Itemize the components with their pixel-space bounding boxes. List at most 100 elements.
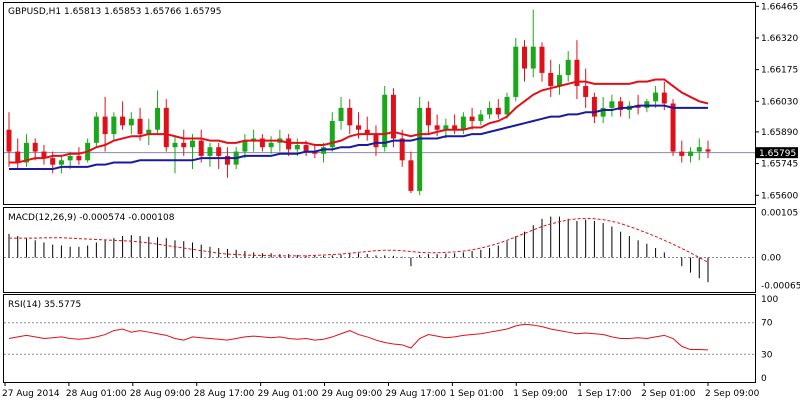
- moving-average-slow: [9, 104, 708, 171]
- candle-bearish: [495, 107, 501, 115]
- candle-bearish: [583, 86, 589, 97]
- candle-bearish: [259, 138, 265, 148]
- candle-bullish: [609, 101, 615, 108]
- candle-bearish: [670, 103, 676, 152]
- candle-bearish: [198, 140, 204, 156]
- candle-bullish: [556, 75, 562, 87]
- macd-tick-label: 0.00: [761, 254, 781, 264]
- candle-bullish: [155, 107, 161, 130]
- candle-bullish: [417, 107, 423, 191]
- macd-panel-title: MACD(12,26,9) -0.000574 -0.000108: [8, 213, 175, 223]
- time-tick-label: 28 Aug 01:00: [66, 389, 127, 399]
- candle-bullish: [600, 107, 606, 117]
- time-tick-label: 29 Aug 17:00: [385, 389, 446, 399]
- time-tick-label: 2 Sep 09:00: [705, 389, 760, 399]
- candle-bearish: [539, 46, 545, 73]
- candle-bearish: [120, 116, 126, 126]
- candle-bearish: [661, 92, 667, 104]
- candle-bullish: [128, 118, 134, 126]
- macd-tick-label: -0.00065: [761, 282, 800, 292]
- candle-bullish: [653, 92, 659, 102]
- macd-tick-label: 0.00105: [761, 208, 798, 218]
- candle-bearish: [6, 129, 12, 152]
- candle-bearish: [705, 149, 711, 152]
- candle-bullish: [504, 96, 510, 115]
- price-panel-title: GBPUSD,H1 1.65813 1.65853 1.65766 1.6579…: [8, 7, 221, 17]
- time-tick-label: 1 Sep 17:00: [577, 389, 632, 399]
- candle-bullish: [443, 125, 449, 130]
- macd-histogram: [8, 216, 709, 283]
- candle-bearish: [303, 145, 309, 152]
- candle-bearish: [548, 72, 554, 87]
- candle-bearish: [635, 105, 641, 108]
- candlesticks: [6, 9, 711, 196]
- candle-bullish: [460, 116, 466, 130]
- candle-bullish: [321, 147, 327, 154]
- candle-bullish: [565, 59, 571, 76]
- current-price-label: 1.65795: [759, 149, 796, 159]
- candle-bearish: [181, 142, 187, 148]
- moving-average-fast: [9, 78, 709, 164]
- time-tick-label: 1 Sep 01:00: [449, 389, 504, 399]
- candle-bearish: [137, 118, 143, 135]
- candle-bearish: [50, 158, 56, 165]
- candle-bearish: [163, 107, 169, 148]
- candle-bullish: [382, 94, 388, 148]
- time-tick-label: 1 Sep 09:00: [513, 389, 568, 399]
- candle-bullish: [189, 140, 195, 148]
- candle-bullish: [329, 120, 335, 148]
- candle-bearish: [434, 125, 440, 130]
- candle-bullish: [146, 129, 152, 135]
- candle-bearish: [224, 155, 230, 165]
- price-tick-label: 1.65745: [761, 160, 798, 170]
- rsi-tick-label: 30: [761, 350, 773, 360]
- candle-bullish: [644, 101, 650, 108]
- candle-bearish: [347, 107, 353, 126]
- candle-bearish: [15, 151, 21, 163]
- candle-bullish: [338, 107, 344, 121]
- time-tick-label: 29 Aug 01:00: [258, 389, 319, 399]
- rsi-path: [8, 323, 709, 351]
- time-tick-label: 28 Aug 09:00: [130, 389, 191, 399]
- price-tick-label: 1.66175: [761, 66, 798, 76]
- candle-bearish: [452, 125, 458, 130]
- candle-bullish: [93, 116, 99, 143]
- price-tick-label: 1.65600: [761, 191, 798, 201]
- candle-bearish: [679, 151, 685, 156]
- candle-bullish: [172, 142, 178, 148]
- current-price-marker: 1.65795: [756, 147, 798, 159]
- macd-signal-path: [9, 217, 709, 263]
- time-tick-label: 28 Aug 17:00: [194, 389, 255, 399]
- candle-bearish: [364, 129, 370, 135]
- price-tick-label: 1.65890: [761, 128, 798, 138]
- candle-bearish: [425, 107, 431, 126]
- candle-bullish: [242, 140, 248, 152]
- candle-bearish: [469, 116, 475, 121]
- candle-bearish: [286, 138, 292, 150]
- candle-bearish: [356, 125, 361, 130]
- candle-bullish: [23, 142, 29, 163]
- candle-bearish: [41, 151, 47, 159]
- rsi-panel-frame: [3, 294, 756, 383]
- candle-bearish: [76, 155, 82, 161]
- candle-bearish: [32, 142, 38, 152]
- rsi-tick-label: 0: [761, 374, 767, 384]
- candle-bearish: [399, 138, 405, 161]
- current-price-box: [756, 147, 798, 159]
- time-tick-label: 29 Aug 09:00: [322, 389, 383, 399]
- candle-bearish: [390, 94, 396, 139]
- macd-panel-frame: [3, 207, 756, 293]
- rsi-panel-title: RSI(14) 35.5775: [8, 300, 81, 310]
- candle-bullish: [58, 160, 64, 165]
- moving-averages: [9, 78, 709, 171]
- candle-bullish: [513, 46, 519, 97]
- candle-bearish: [312, 151, 318, 154]
- rsi-tick-label: 100: [761, 295, 778, 305]
- candle-bullish: [111, 116, 117, 135]
- rsi-line: [8, 323, 709, 351]
- candle-bearish: [373, 134, 379, 148]
- price-tick-label: 1.66320: [761, 34, 798, 44]
- candle-bearish: [618, 101, 624, 111]
- candle-bullish: [268, 142, 274, 148]
